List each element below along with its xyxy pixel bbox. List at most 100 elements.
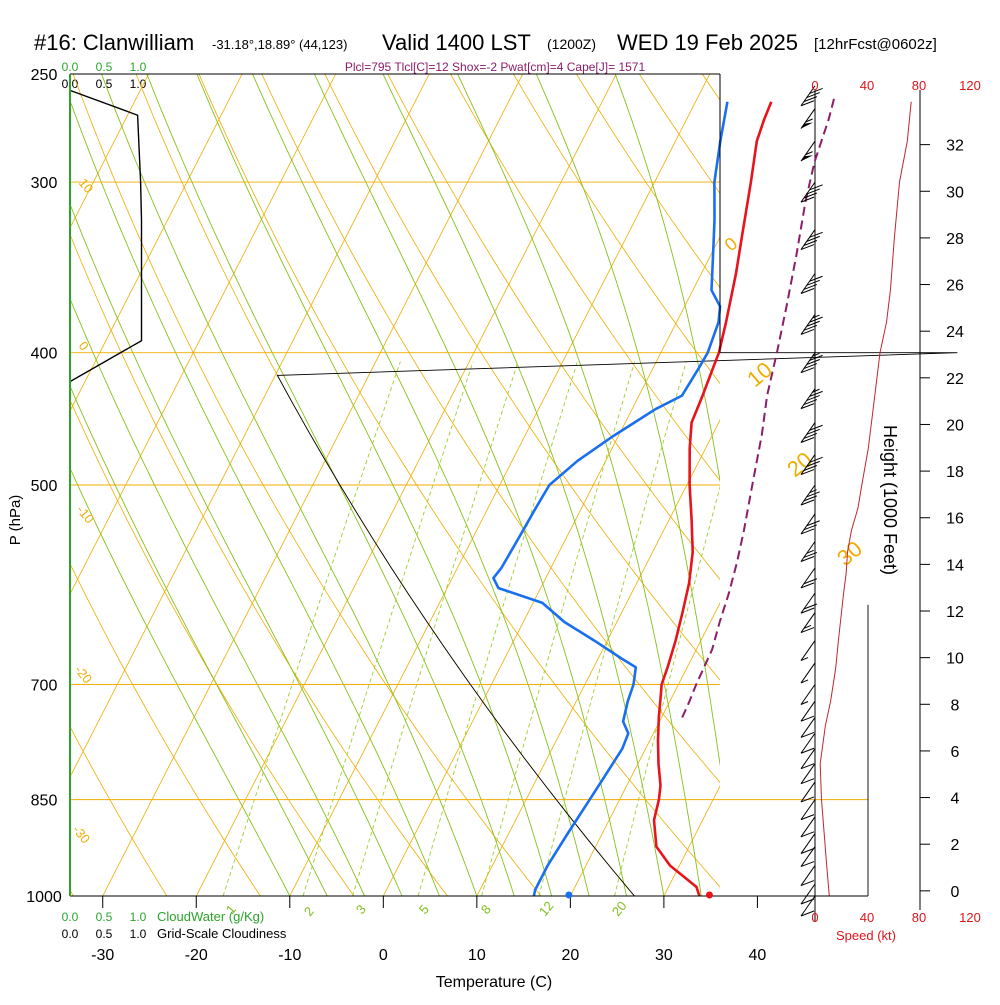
mixing-ratio-line [303, 362, 473, 896]
forecast-run: [12hrFcst@0602z] [814, 36, 937, 53]
speed-tick-label-top: 80 [912, 78, 926, 93]
mixing-ratio-line [353, 362, 518, 896]
height-tick-label: 0 [951, 884, 960, 901]
wind-barb [801, 749, 815, 769]
height-axis-title: Height (1000 Feet) [880, 425, 900, 575]
cloudwater-tick-top: 0.5 [96, 60, 113, 74]
pressure-tick-label: 1000 [26, 889, 62, 906]
x-tick-label: -30 [91, 947, 114, 964]
wind-barb [801, 685, 815, 705]
zulu-time: (1200Z) [547, 36, 596, 52]
cloudwater-tick-top: 1.0 [130, 60, 147, 74]
wind-barb [801, 485, 820, 505]
wind-barb [801, 641, 815, 661]
height-tick-label: 14 [946, 557, 964, 574]
wind-barb [801, 568, 817, 588]
wind-barb [801, 701, 815, 721]
wind-barb [801, 782, 815, 802]
mixing-ratio-line [539, 362, 686, 896]
height-tick-label: 8 [951, 697, 960, 714]
mixing-ratio-label: 8 [478, 902, 494, 917]
x-tick-label: 0 [379, 947, 388, 964]
wind-barb [801, 182, 823, 202]
wind-barb [801, 613, 815, 633]
cloud-axis: 0.00.51.00.00.51.00.00.51.00.00.51.0 [62, 60, 147, 941]
parcel-line [682, 97, 834, 717]
dry-adiabat-label: -20 [72, 662, 96, 686]
height-tick-label: 30 [946, 184, 964, 201]
pressure-tick-label: 300 [31, 175, 58, 192]
cloudiness-tick-bottom: 0.5 [96, 927, 113, 941]
dry-adiabat-label: -10 [74, 502, 98, 526]
height-tick-label: 16 [946, 511, 964, 528]
y-axis-title: P (hPa) [7, 495, 24, 546]
height-tick-label: 2 [951, 837, 960, 854]
cloudiness-label: Grid-Scale Cloudiness [157, 926, 287, 941]
wind-barb [801, 542, 817, 562]
mixing-ratio-line [615, 362, 755, 896]
forecast-date: WED 19 Feb 2025 [617, 30, 798, 55]
x-tick-label: 40 [749, 947, 767, 964]
mixing-ratio-label: 2 [301, 904, 317, 919]
wind-barb [801, 817, 815, 837]
height-tick-label: 6 [951, 744, 960, 761]
height-tick-label: 12 [946, 604, 964, 621]
height-tick-label: 18 [946, 464, 964, 481]
station-title: #16: Clanwilliam [34, 30, 194, 55]
dry-adiabat-label: -30 [70, 822, 94, 846]
cloudwater-tick-bottom: 1.0 [130, 910, 147, 924]
dry-adiabat-label: 0 [76, 338, 92, 353]
stability-indices: Plcl=795 Tlcl[C]=12 Shox=-2 Pwat[cm]=4 C… [345, 60, 646, 74]
pressure-tick-label: 250 [31, 67, 58, 84]
height-tick-label: 24 [946, 324, 964, 341]
wind-barb [801, 141, 815, 161]
speed-tick-label-bottom: 80 [912, 910, 926, 925]
height-tick-label: 26 [946, 278, 964, 295]
surface-dewpoint-dot [565, 892, 572, 899]
height-tick-label: 32 [946, 138, 964, 155]
mixing-ratio-label: 5 [416, 902, 432, 917]
speed-tick-label-top: 120 [959, 78, 981, 93]
cloudwater-tick-bottom: 0.0 [62, 910, 79, 924]
height-tick-label: 28 [946, 231, 964, 248]
height-tick-label: 20 [946, 417, 964, 434]
wind-barb [801, 663, 815, 683]
dry-adiabat-label: 10 [76, 175, 97, 196]
speed-axis-title: Speed (kt) [836, 928, 896, 943]
cloudiness-tick-bottom: 0.0 [62, 927, 79, 941]
cloudwater-tick-top: 0.0 [62, 60, 79, 74]
x-axis-title: Temperature (C) [436, 974, 552, 991]
mixing-ratio-label: 12 [536, 898, 557, 919]
temperature-line [654, 102, 771, 896]
mixing-ratio-label: 20 [609, 898, 630, 919]
wind-barb [801, 389, 823, 409]
wind-barb [801, 274, 823, 294]
x-tick-label: 30 [655, 947, 673, 964]
x-tick-label: 20 [561, 947, 579, 964]
right-panel-lines [277, 74, 957, 922]
speed-tick-label-top: 40 [860, 78, 874, 93]
x-tick-label: -20 [185, 947, 208, 964]
wind-barb [801, 847, 815, 867]
cloudwater-tick-bottom: 0.5 [96, 910, 113, 924]
wind-barb [801, 593, 817, 613]
cloudwater-label: CloudWater (g/Kg) [157, 909, 264, 924]
cloudiness-tick-top: 0.5 [96, 77, 113, 91]
surface-temperature-dot [706, 892, 713, 899]
background-lines [0, 74, 1000, 896]
height-tick-label: 10 [946, 651, 964, 668]
height-tick-label: 22 [946, 371, 964, 388]
wind-barb [801, 353, 823, 373]
wind-barb [801, 866, 815, 886]
speed-tick-label-bottom: 40 [860, 910, 874, 925]
moist-adiabat-label: 0 [721, 233, 742, 255]
surface-markers [565, 892, 713, 899]
mixing-ratio-label: 3 [353, 902, 369, 917]
pressure-tick-label: 700 [31, 678, 58, 695]
cloudiness-line [70, 90, 142, 381]
mixing-ratio-line [418, 362, 577, 896]
pressure-tick-label: 500 [31, 478, 58, 495]
wind-barb [801, 884, 815, 904]
